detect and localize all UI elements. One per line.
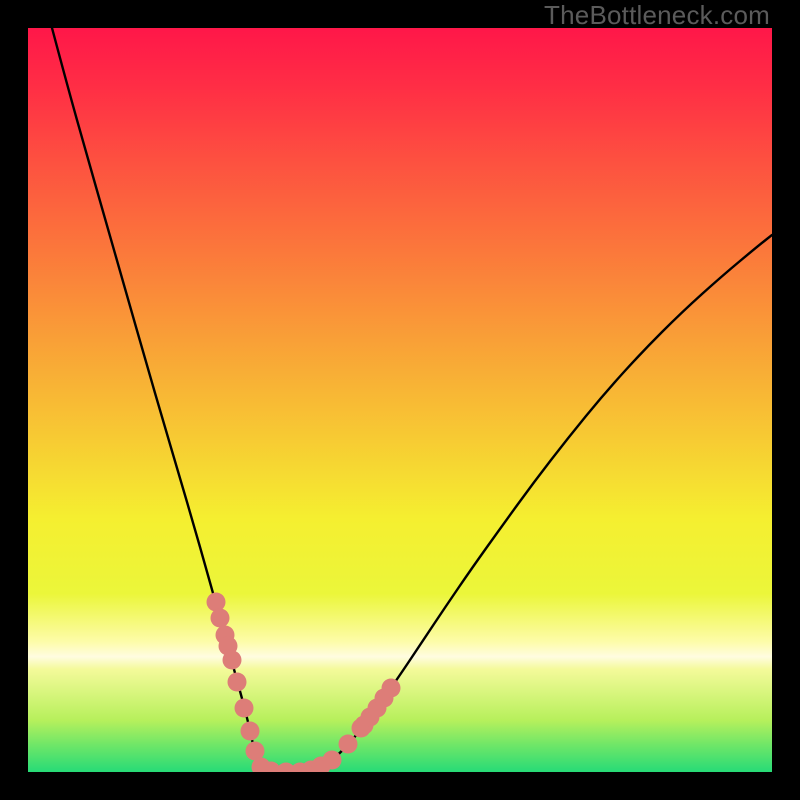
- marker-point: [223, 651, 242, 670]
- curve-right: [284, 235, 772, 772]
- marker-point: [211, 609, 230, 628]
- marker-point: [323, 751, 342, 770]
- chart-svg: [28, 28, 772, 772]
- marker-point: [382, 679, 401, 698]
- curve-left: [52, 28, 284, 772]
- plot-area: [28, 28, 772, 772]
- marker-point: [207, 593, 226, 612]
- marker-point: [228, 673, 247, 692]
- marker-point: [235, 699, 254, 718]
- marker-point: [339, 735, 358, 754]
- watermark-text: TheBottleneck.com: [544, 0, 770, 31]
- marker-point: [241, 722, 260, 741]
